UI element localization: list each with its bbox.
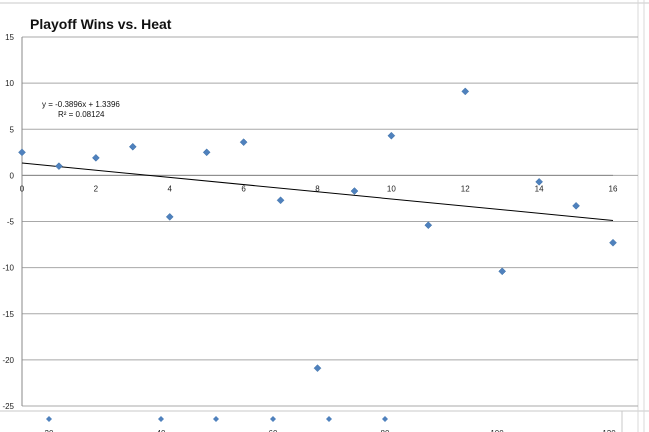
background-data-point: [213, 416, 219, 422]
y-tick-label: 5: [10, 125, 15, 134]
y-tick-label: -5: [7, 218, 15, 227]
data-point: [313, 364, 322, 373]
background-data-point: [46, 416, 52, 422]
background-x-tick-label: 40: [157, 429, 166, 432]
background-x-tick-label: 120: [602, 429, 616, 432]
data-point: [572, 201, 580, 210]
y-tick-label: -15: [2, 310, 14, 319]
background-data-point: [158, 416, 164, 422]
trendline: [21, 162, 614, 222]
background-data-point: [270, 416, 276, 422]
data-point: [165, 213, 174, 221]
data-point: [55, 162, 63, 171]
y-tick-label: 0: [10, 171, 15, 180]
data-point: [202, 148, 211, 157]
data-point: [535, 177, 543, 186]
chart-title: Playoff Wins vs. Heat: [30, 16, 172, 32]
data-points: [18, 87, 617, 373]
background-data-point: [326, 416, 332, 422]
data-point: [92, 153, 100, 162]
x-tick-label: 12: [461, 184, 470, 193]
x-tick-label: 14: [535, 184, 544, 193]
data-point: [461, 87, 470, 96]
trendline-path: [21, 162, 614, 222]
x-tick-label: 10: [387, 184, 396, 193]
trendline-label: y = -0.3896x + 1.3396 R² = 0.08124: [42, 100, 120, 119]
background-data-point: [382, 416, 388, 422]
y-axis: 15 10 5 0 -5 -10 -15 -20 -25: [2, 33, 23, 411]
trendline-r-squared: R² = 0.08124: [58, 110, 105, 119]
data-point: [276, 196, 285, 205]
gridlines: [22, 36, 638, 407]
trendline-equation: y = -0.3896x + 1.3396: [42, 100, 120, 109]
data-point: [350, 187, 359, 195]
x-tick-label: 4: [168, 184, 173, 193]
data-point: [128, 142, 137, 151]
y-tick-label: 10: [5, 79, 14, 88]
background-x-tick-label: 100: [490, 429, 504, 432]
data-point: [387, 131, 396, 140]
y-tick-label: -10: [2, 264, 14, 273]
x-tick-label: 8: [315, 184, 320, 193]
data-point: [239, 138, 248, 147]
y-tick-label: -25: [2, 402, 14, 411]
x-tick-label: 6: [241, 184, 246, 193]
background-x-tick-label: 80: [381, 429, 390, 432]
x-tick-label: 2: [94, 184, 99, 193]
background-chart-strip: 20 40 60 80 100 120: [45, 416, 616, 432]
x-tick-label: 16: [609, 184, 618, 193]
data-point: [424, 221, 433, 230]
x-tick-label: 0: [20, 184, 25, 193]
y-tick-label: -20: [2, 356, 14, 365]
x-axis: 0 2 4 6 8 10 12 14 16: [20, 174, 618, 193]
data-point: [18, 148, 26, 157]
background-x-tick-label: 60: [269, 429, 278, 432]
data-point: [609, 238, 617, 247]
data-point: [498, 267, 507, 276]
background-x-tick-label: 20: [45, 429, 54, 432]
y-tick-label: 15: [5, 33, 14, 42]
